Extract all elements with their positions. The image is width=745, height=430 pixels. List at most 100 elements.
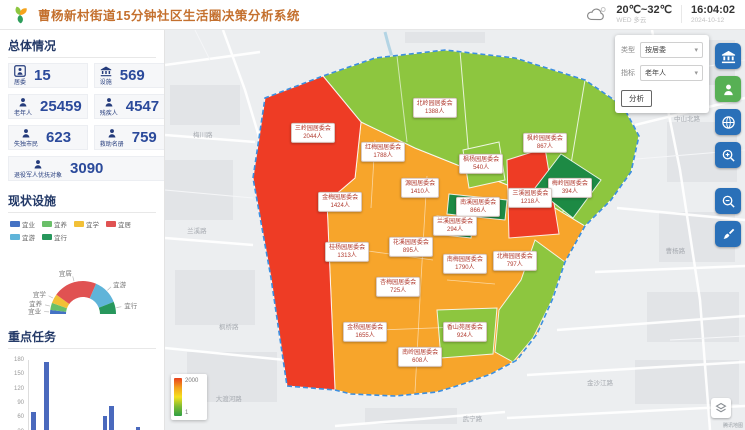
type-label: 类型 [621, 47, 635, 54]
legend-max: 2000 [185, 378, 199, 384]
map-legend: 2000 1 [171, 374, 207, 420]
gauge-label: 宜游 [113, 280, 127, 289]
district-label-兰溪园居委会[interactable]: 兰溪园居委会 294人 [432, 215, 478, 237]
globe-icon [721, 115, 735, 129]
chevron-down-icon: ▾ [694, 70, 698, 77]
gauge-label: 宜学 [33, 289, 47, 298]
section-title-tasks: 重点任务 [8, 324, 156, 349]
layers-icon [715, 402, 727, 413]
gauge-segment-宜居 [56, 281, 97, 305]
committee-icon: 居委 [14, 65, 26, 86]
gauge-legend: 宜业 宜养 宜学 宜居 宜游 宜行 [8, 218, 156, 244]
weather-block: 20℃~32℃ WED 多云 [616, 4, 672, 24]
analyze-button[interactable]: 分析 [621, 90, 652, 107]
person-icon [723, 84, 733, 95]
district-label-南岭园居委会[interactable]: 南岭园居委会 608人 [398, 347, 443, 368]
district-label-三溪园居委会[interactable]: 三溪园居委会 1218人 [508, 187, 553, 209]
zoom-out-icon [722, 195, 735, 208]
legend-gradient-bar [174, 378, 182, 416]
map-canvas[interactable]: 梅川路 兰溪路 枫桥路 中山北路 曹杨路 金沙江路 武宁路 大渡河路 三岭园居委会 2044人北… [165, 30, 745, 430]
street-label: 金沙江路 [587, 380, 613, 387]
gauge-legend-item: 宜游 [10, 232, 35, 242]
zoom-out-button[interactable] [715, 188, 741, 214]
district-label-三岭园居委会[interactable]: 三岭园居委会 2044人 [290, 123, 335, 144]
overview-stat-grid: 居委 15 设施 569 老年人 25459 残疾人 4547 失独市民 623 救助名册 759 退役… [8, 63, 164, 181]
app-logo [15, 6, 27, 23]
bar [109, 406, 114, 430]
gauge-label: 宜行 [124, 301, 138, 310]
clock-time: 16:04:02 [690, 4, 735, 17]
gauge-legend-item: 宜行 [42, 232, 67, 242]
district-label-北岭园居委会[interactable]: 北岭园居委会 1388人 [412, 97, 457, 119]
toolbar-spacer [715, 175, 741, 181]
district-label-源园居委会[interactable]: 源园居委会 1410人 [401, 177, 440, 199]
gauge-leader-line [44, 304, 51, 307]
section-title-facilities: 现状设施 [8, 188, 156, 213]
district-label-北梅园居委会[interactable]: 北梅园居委会 797人 [492, 251, 537, 272]
district-label-香山苑居委会[interactable]: 香山苑居委会 924人 [442, 321, 487, 343]
gauge-leader-line [48, 295, 54, 299]
map-mini-control[interactable] [711, 398, 731, 418]
gauge-segment-宜业 [50, 309, 67, 314]
stat-tile-elderly: 老年人 25459 [8, 94, 88, 119]
stat-value: 623 [46, 129, 72, 146]
bank-icon [721, 50, 735, 63]
analysis-panel: 类型 按居委 ▾ 指标 老年人 ▾ 分析 [615, 35, 709, 113]
district-label-枫杨园居委会[interactable]: 枫杨园居委会 540人 [459, 153, 504, 175]
street-label: 大渡河路 [215, 396, 242, 403]
basemap-switch-button[interactable] [715, 109, 741, 135]
assistance-icon: 救助名册 [100, 127, 124, 148]
street-label: 中山北路 [674, 116, 700, 123]
legend-min: 1 [185, 410, 189, 416]
gauge-label: 宜居 [59, 268, 73, 277]
district-polygon-red-west [252, 75, 362, 391]
indicator-select[interactable]: 老年人 ▾ [640, 65, 703, 81]
type-select[interactable]: 按居委 ▾ [640, 42, 703, 58]
header-divider [680, 5, 682, 24]
facility-layer-button[interactable] [715, 43, 741, 69]
stat-value: 569 [119, 67, 145, 84]
bar-ytick: 60 [17, 414, 24, 421]
bereaved-icon: 失独市民 [14, 127, 38, 148]
stat-value: 25459 [40, 98, 82, 115]
gauge-segment-宜行 [98, 301, 116, 314]
bar-ytick: 90 [17, 400, 24, 406]
district-label-花溪园居委会[interactable]: 花溪园居委会 895人 [388, 236, 433, 257]
bar-ytick: 30 [8, 429, 24, 430]
chevron-down-icon: ▾ [694, 47, 698, 54]
district-label-梅岭园居委会[interactable]: 梅岭园居委会 394人 [547, 177, 592, 199]
indicator-label: 指标 [621, 70, 635, 77]
gauge-segment-宜学 [51, 294, 70, 309]
gauge-legend-item: 宜业 [10, 219, 35, 229]
clock-date: 2024-10-12 [690, 17, 725, 25]
app-header: 曹杨新村街道15分钟社区生活圈决策分析系统 20℃~32℃ WED 多云 16:… [0, 0, 745, 30]
district-label-金杨园居委会[interactable]: 金杨园居委会 1655人 [343, 321, 388, 343]
zoom-in-button[interactable] [715, 142, 741, 168]
district-label-杏梅园居委会[interactable]: 杏梅园居委会 725人 [376, 276, 421, 297]
gauge-leader-line [107, 286, 112, 291]
gauge-legend-item: 宜居 [106, 219, 131, 229]
weather-day: WED 多云 [616, 17, 647, 25]
bar [102, 416, 108, 430]
map-attribution: 腾讯地图 [722, 423, 743, 429]
elderly-icon: 老年人 [14, 96, 32, 117]
facility-icon: 设施 [100, 65, 112, 86]
district-label-枫岭园居委会[interactable]: 枫岭园居委会 867人 [522, 132, 567, 153]
district-label-南梅园居委会[interactable]: 南梅园居委会 1790人 [442, 253, 487, 275]
district-label-红梅园居委会[interactable]: 红梅园居委会 1788人 [361, 141, 406, 163]
page-title: 曹杨新村街道15分钟社区生活圈决策分析系统 [38, 9, 300, 23]
bar-ytick: 150 [13, 371, 24, 378]
stat-tile-bereaved: 失独市民 623 [8, 125, 88, 150]
stat-value: 4547 [125, 98, 160, 115]
gauge-label: 宜养 [29, 299, 43, 308]
district-label-南溪园居委会[interactable]: 南溪园居委会 866人 [456, 196, 501, 217]
stat-tile-assistance: 救助名册 759 [93, 125, 164, 150]
street-label: 枫桥路 [219, 324, 239, 331]
bar-ytick: 120 [13, 385, 24, 392]
district-label-桂杨园居委会[interactable]: 桂杨园居委会 1313人 [325, 241, 370, 263]
clear-button[interactable] [715, 221, 741, 247]
district-label-金梅园居委会[interactable]: 金梅园居委会 1424人 [318, 191, 363, 213]
bar [135, 426, 141, 430]
bar [44, 362, 49, 430]
population-layer-button[interactable] [715, 76, 741, 102]
